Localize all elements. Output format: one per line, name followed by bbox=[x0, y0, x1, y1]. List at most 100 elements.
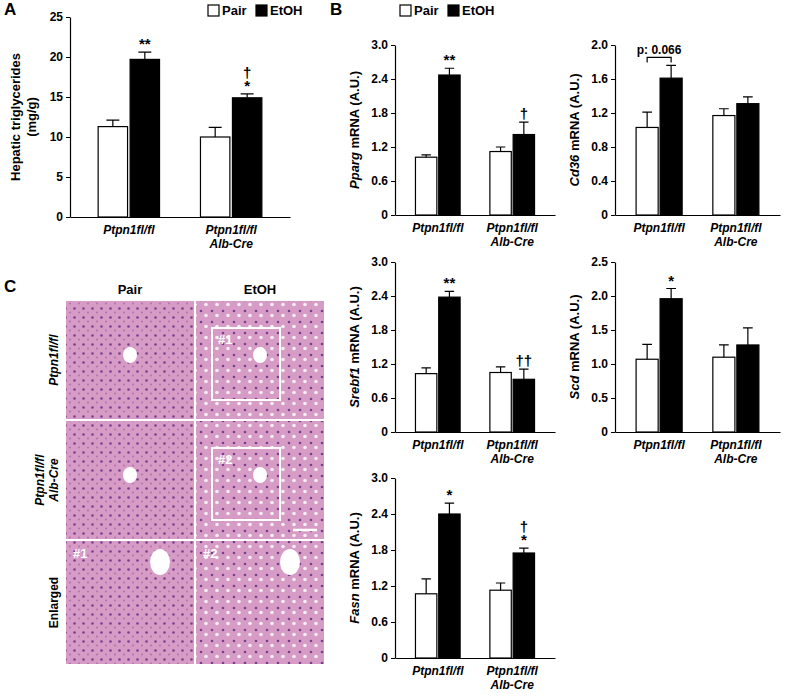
y-tick-mark bbox=[66, 57, 70, 58]
y-tick-mark bbox=[391, 514, 395, 515]
error-bar bbox=[666, 65, 676, 78]
y-tick: 2.4 bbox=[371, 72, 395, 86]
y-tick: 1.8 bbox=[371, 323, 395, 337]
y-tick-label: 1.2 bbox=[591, 106, 608, 120]
y-tick: 3.0 bbox=[371, 255, 395, 269]
x-axis: Ptpn1fl/fl Ptpn1fl/flAlb-Cre bbox=[616, 215, 781, 249]
y-tick: 0.5 bbox=[591, 391, 615, 405]
bar bbox=[439, 297, 460, 432]
y-tick: 0.8 bbox=[591, 140, 615, 154]
y-axis-title: Hepatic triglycerides(mg/g) bbox=[8, 53, 39, 181]
legend-label: Pair bbox=[414, 3, 439, 18]
y-tick-label: 20 bbox=[50, 50, 64, 64]
y-tick-mark bbox=[611, 262, 615, 263]
y-tick-mark bbox=[611, 113, 615, 114]
y-axis-title: Cd36 mRNA (A.U.) bbox=[567, 74, 582, 187]
y-tick-mark bbox=[391, 45, 395, 46]
x-tick-label: Ptpn1fl/fl bbox=[412, 438, 464, 452]
y-tick-mark bbox=[611, 215, 615, 216]
bar bbox=[98, 127, 127, 217]
x-tick: Ptpn1fl/flAlb-Cre bbox=[710, 432, 762, 466]
bar bbox=[636, 127, 658, 215]
bar bbox=[439, 75, 460, 215]
bar bbox=[636, 359, 658, 432]
significance-label: † bbox=[520, 518, 528, 535]
x-tick: Ptpn1fl/flAlb-Cre bbox=[487, 215, 539, 249]
plot-area bbox=[98, 52, 262, 217]
histology-image bbox=[65, 300, 195, 420]
legend: Pair EtOH bbox=[208, 3, 303, 18]
y-tick-mark bbox=[391, 113, 395, 114]
central-vein bbox=[123, 467, 137, 483]
central-vein bbox=[253, 347, 267, 363]
y-axis: 0510152025 bbox=[50, 10, 71, 224]
y-tick-label: 2.4 bbox=[371, 72, 388, 86]
x-axis-line bbox=[396, 658, 556, 659]
y-tick-mark bbox=[611, 45, 615, 46]
x-axis-line bbox=[71, 217, 291, 218]
x-tick: Ptpn1fl/flAlb-Cre bbox=[487, 432, 539, 466]
error-bar bbox=[106, 120, 119, 126]
histology-image bbox=[65, 420, 195, 540]
y-tick-mark bbox=[391, 398, 395, 399]
plot-area bbox=[415, 68, 534, 215]
y-tick: 1.6 bbox=[591, 72, 615, 86]
y-tick: 1.8 bbox=[371, 543, 395, 557]
y-axis-line bbox=[395, 46, 396, 216]
bar bbox=[490, 590, 511, 658]
bar bbox=[513, 135, 534, 215]
y-axis: 00.61.21.82.43.0 bbox=[371, 255, 395, 439]
y-tick-mark bbox=[391, 432, 395, 433]
x-axis: Ptpn1fl/fl Ptpn1fl/flAlb-Cre bbox=[616, 432, 781, 466]
y-tick-label: 3.0 bbox=[371, 255, 388, 269]
x-tick: Ptpn1fl/fl bbox=[633, 432, 685, 452]
y-tick-mark bbox=[66, 217, 70, 218]
y-tick-mark bbox=[391, 478, 395, 479]
significance-label: † bbox=[520, 105, 528, 122]
scale-bar bbox=[293, 529, 317, 532]
y-tick-label: 15 bbox=[50, 90, 64, 104]
x-tick: Ptpn1fl/flAlb-Cre bbox=[487, 658, 539, 692]
y-tick-mark bbox=[611, 364, 615, 365]
y-axis-line bbox=[615, 263, 616, 433]
error-bar bbox=[421, 368, 430, 374]
y-tick-label: 1.8 bbox=[371, 106, 388, 120]
error-bar bbox=[496, 147, 505, 152]
y-axis: 00.40.81.21.62.0 bbox=[591, 38, 615, 222]
legend-label: EtOH bbox=[270, 3, 303, 18]
bar bbox=[490, 152, 511, 215]
row-label: Ptpn1fl/fl bbox=[47, 334, 61, 386]
legend-swatch bbox=[208, 5, 219, 16]
x-tick: Ptpn1fl/flAlb-Cre bbox=[710, 215, 762, 249]
x-axis: Ptpn1fl/fl Ptpn1fl/flAlb-Cre bbox=[396, 658, 556, 692]
error-bar bbox=[445, 68, 454, 75]
x-tick-label: Ptpn1fl/fl bbox=[633, 221, 685, 235]
x-tick-label: Ptpn1fl/flAlb-Cre bbox=[487, 438, 539, 466]
x-tick: Ptpn1fl/fl bbox=[633, 215, 685, 235]
y-tick: 2.4 bbox=[371, 507, 395, 521]
error-bar bbox=[642, 112, 652, 127]
bar bbox=[232, 98, 261, 217]
bar bbox=[513, 553, 534, 658]
inset-box bbox=[212, 328, 280, 400]
y-tick: 1.0 bbox=[591, 357, 615, 371]
y-tick-label: 0.8 bbox=[591, 140, 608, 154]
y-axis-line bbox=[395, 263, 396, 433]
y-tick-label: 3.0 bbox=[371, 38, 388, 52]
x-tick-label: Ptpn1fl/fl bbox=[412, 664, 464, 678]
y-tick-mark bbox=[391, 330, 395, 331]
y-tick-label: 0 bbox=[601, 208, 608, 222]
significance-label: ** bbox=[444, 274, 456, 291]
y-tick-mark bbox=[66, 137, 70, 138]
y-tick-mark bbox=[391, 79, 395, 80]
y-tick: 0.4 bbox=[591, 174, 615, 188]
y-tick: 1.2 bbox=[591, 106, 615, 120]
y-tick-label: 2.4 bbox=[371, 289, 388, 303]
x-axis: Ptpn1fl/fl Ptpn1fl/flAlb-Cre bbox=[396, 432, 556, 466]
panel-label: A bbox=[4, 0, 16, 19]
x-axis: Ptpn1fl/flPtpn1fl/flAlb-Cre bbox=[396, 215, 556, 249]
panel-label: C bbox=[4, 277, 16, 296]
x-tick-label: Ptpn1fl/flAlb-Cre bbox=[487, 664, 539, 692]
y-tick: 15 bbox=[50, 90, 70, 104]
legend-label: Pair bbox=[222, 3, 247, 18]
